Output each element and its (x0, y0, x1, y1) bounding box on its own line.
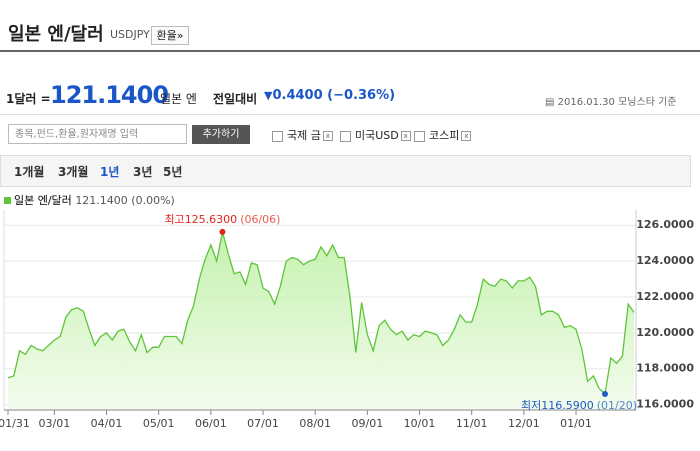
divider (0, 50, 700, 52)
extreme-point (602, 391, 609, 398)
search-input[interactable]: 종목,펀드,환율,원자재명 입력 (8, 124, 187, 144)
area (8, 231, 634, 410)
x-tick-label: 07/01 (247, 417, 279, 430)
y-tick-label: 122.0000 (636, 290, 694, 303)
annotation: 최고125.6300 (06/06) (164, 213, 280, 226)
change-value: 0.4400 (−0.36%) (272, 88, 396, 103)
code: USDJPY (110, 28, 150, 41)
currency: 일본 엔 (160, 92, 197, 106)
legend-swatch (4, 197, 11, 204)
y-tick-label: 118.0000 (636, 362, 694, 375)
change: ▼0.4400 (−0.36%) (264, 88, 396, 103)
annotation-value: 116.5900 (541, 399, 594, 412)
period-tab[interactable]: 1개월 (14, 165, 45, 179)
x-tick-label: 12/01 (508, 417, 540, 430)
compare-item[interactable]: 코스피 x (414, 127, 472, 143)
x-tick-label: 11/01 (456, 417, 488, 430)
price: 121.1400 (50, 81, 169, 109)
page-title: 일본 엔/달러 (8, 24, 104, 45)
divider (0, 114, 700, 115)
annotation-date: (01/20) (597, 399, 637, 412)
annotation-label: 최고 (164, 213, 184, 226)
add-button[interactable]: 추가하기 (192, 125, 250, 144)
compare-label: 미국USD (355, 129, 399, 142)
fx-button[interactable]: 환율» (151, 26, 189, 45)
x-tick-label: 01/01 (560, 417, 592, 430)
extreme-point (219, 228, 226, 235)
compare-label: 국제 금 (287, 129, 321, 142)
period-tab[interactable]: 3년 (133, 165, 153, 179)
x-tick-label: 01/31 (0, 417, 30, 430)
compare-label: 코스피 (429, 129, 460, 142)
legend: 일본 엔/달러 121.1400 (0.00%) (14, 193, 175, 207)
source: 모닝스타 기준 (618, 97, 677, 108)
period-tab[interactable]: 3개월 (58, 165, 89, 179)
annotation: 최저116.5900 (01/20) (521, 399, 637, 412)
x-tick-label: 09/01 (352, 417, 384, 430)
period-bar (0, 155, 691, 187)
x-tick-label: 05/01 (143, 417, 175, 430)
x-tick-label: 03/01 (39, 417, 71, 430)
annotation-date: (06/06) (240, 213, 280, 226)
y-tick-label: 120.0000 (636, 326, 694, 339)
x-tick-label: 10/01 (404, 417, 436, 430)
y-tick-label: 116.0000 (636, 398, 694, 411)
x-tick-label: 04/01 (91, 417, 123, 430)
annotation-value: 125.6300 (185, 213, 238, 226)
line (7, 231, 635, 396)
annotation-label: 최저 (521, 399, 541, 412)
x-tick-label: 08/01 (299, 417, 331, 430)
legend-name: 일본 엔/달러 (14, 193, 72, 207)
legend-value: 121.1400 (0.00%) (75, 194, 175, 207)
y-tick-label: 124.0000 (636, 254, 694, 267)
unit-label: 1달러 = (6, 92, 51, 106)
period-tab[interactable]: 1년 (100, 165, 120, 179)
y-tick-label: 126.0000 (636, 218, 694, 231)
as-of: ▤ 2016.01.30 모닝스타 기준 (545, 97, 677, 108)
change-label: 전일대비 (213, 92, 258, 106)
date: 2016.01.30 (557, 97, 615, 108)
compare-item[interactable]: 미국USD x (340, 127, 411, 143)
period-tab[interactable]: 5년 (163, 165, 183, 179)
x-tick-label: 06/01 (195, 417, 227, 430)
